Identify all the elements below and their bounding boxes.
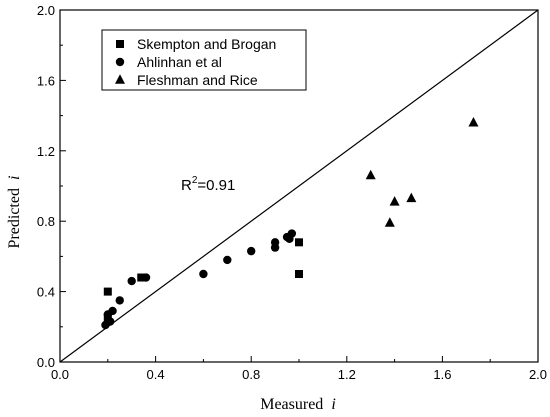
circle-point — [115, 296, 124, 305]
triangle-point — [389, 196, 400, 206]
y-axis-title: Predicted i — [6, 176, 23, 249]
legend-label: Ahlinhan et al — [137, 54, 222, 70]
circle-point — [108, 306, 117, 316]
square-point — [137, 273, 146, 282]
triangle-point — [365, 169, 376, 180]
circle-point — [127, 276, 136, 286]
y-tick-label: 0.8 — [37, 214, 55, 229]
x-tick-label: 0.4 — [147, 367, 165, 382]
x-tick-label: 0.0 — [51, 367, 69, 382]
y-tick-label: 0.0 — [37, 355, 55, 370]
y-axis-title-symbol: i — [6, 176, 23, 180]
legend-label: Skempton and Brogan — [137, 36, 276, 52]
data-points — [101, 116, 479, 330]
y-tick-label: 0.4 — [37, 285, 55, 300]
legend-marker-square — [116, 40, 124, 48]
triangle-point — [406, 192, 417, 203]
x-tick-label: 0.8 — [242, 367, 260, 382]
square-point — [295, 270, 303, 278]
r-squared-sup: 2 — [192, 175, 198, 186]
circle-point — [223, 255, 232, 265]
circle-point — [199, 269, 208, 279]
ticks: 0.0 0.4 0.8 1.2 1.6 2.0 0.0 0.4 0.8 1.2 1.6 2.0 — [37, 3, 547, 382]
legend-marker-triangle — [115, 74, 125, 84]
circle-point — [247, 246, 256, 256]
x-axis-title: Measured i — [260, 396, 336, 413]
legend: Skempton and Brogan Ahlinhan et al Fleshma… — [101, 29, 307, 91]
series-circle — [101, 229, 297, 330]
x-axis-title-text: Measured — [260, 396, 323, 413]
y-tick-label: 1.6 — [37, 73, 55, 88]
x-axis-title-symbol: i — [331, 396, 335, 413]
one-to-one-line — [59, 9, 539, 363]
r-squared-annotation: R2=0.91 — [181, 175, 235, 194]
y-axis-title-text: Predicted — [6, 188, 23, 248]
triangle-point — [384, 217, 395, 227]
legend-label: Fleshman and Rice — [137, 72, 258, 88]
series-triangle — [365, 116, 479, 227]
x-tick-label: 2.0 — [529, 367, 547, 382]
legend-box — [101, 29, 307, 91]
circle-point — [287, 229, 297, 238]
r-squared-value: =0.91 — [197, 177, 235, 194]
triangle-point — [468, 116, 479, 127]
r-squared-base: R — [181, 177, 192, 194]
circle-point — [105, 317, 115, 326]
y-tick-label: 2.0 — [37, 3, 55, 18]
circle-point — [141, 273, 151, 282]
x-tick-label: 1.2 — [338, 367, 356, 382]
circle-point — [270, 243, 280, 252]
square-point — [103, 287, 112, 296]
y-tick-label: 1.2 — [37, 144, 55, 159]
legend-marker-circle — [115, 57, 125, 67]
x-tick-label: 1.6 — [433, 367, 451, 382]
square-point — [295, 238, 303, 247]
